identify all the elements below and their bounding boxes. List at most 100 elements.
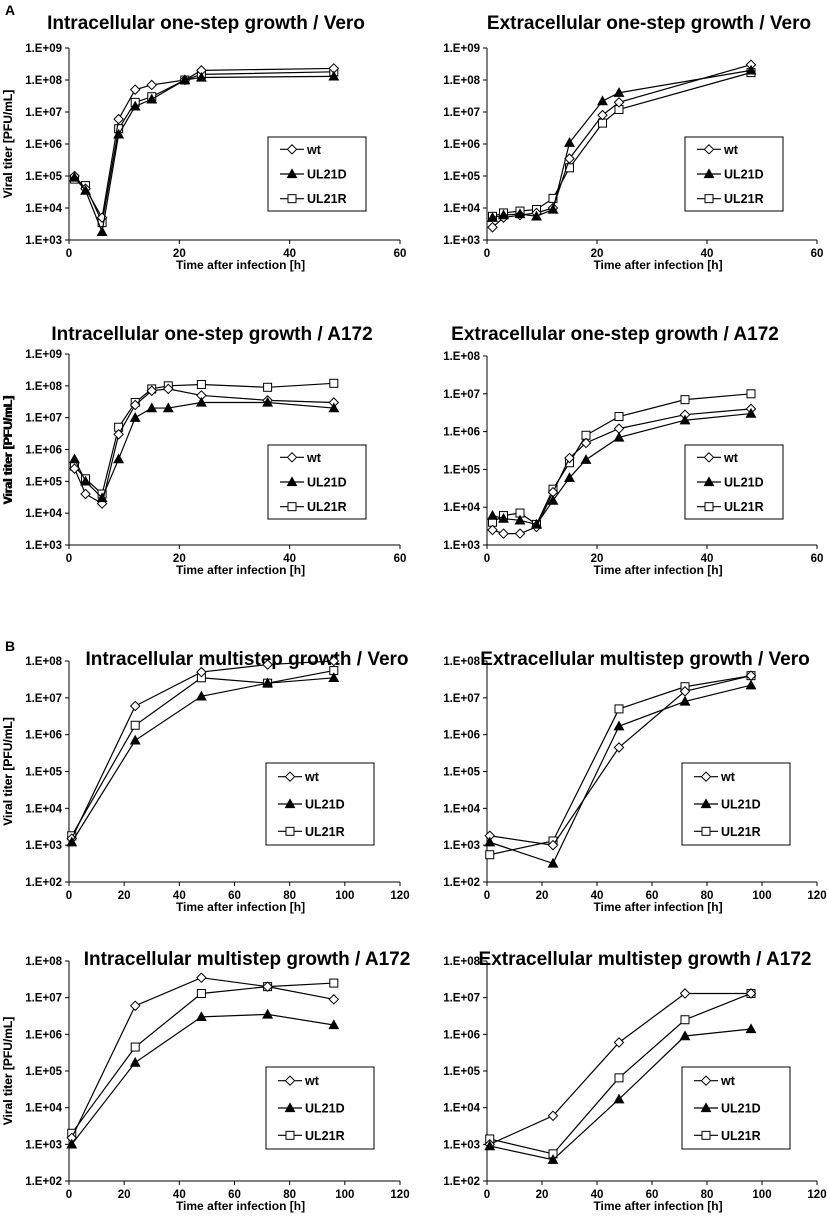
x-tick-label: 40: [701, 248, 714, 260]
y-tick-label: 1.E+07: [25, 413, 62, 425]
x-tick-label: 40: [701, 553, 714, 565]
y-tick-label: 1.E+02: [443, 877, 480, 889]
legend-label: UL21R: [307, 192, 347, 206]
y-tick-label: 1.E+04: [443, 1103, 480, 1115]
legend-marker: [287, 194, 297, 204]
legend: wt UL21D UL21R: [265, 1066, 375, 1150]
data-point: [487, 212, 498, 222]
y-tick-label: 1.E+04: [443, 803, 480, 815]
x-tick-label: 40: [591, 1189, 604, 1201]
y-tick-label: 1.E+06: [443, 139, 480, 151]
legend-marker: [286, 168, 298, 179]
chart-title: Intracellular one-step growth / Vero: [47, 13, 365, 34]
series-ul21d: [69, 70, 340, 237]
data-point: [146, 402, 158, 413]
data-point: [514, 528, 526, 539]
legend-marker: [284, 1102, 296, 1113]
y-tick-label: 1.E+08: [443, 75, 480, 87]
series-line: [73, 401, 334, 500]
legend: wt UL21D UL21R: [267, 136, 367, 212]
legend-label: wt: [723, 143, 739, 157]
panel-label-a: A: [5, 2, 16, 18]
x-tick-label: 40: [173, 890, 186, 902]
legend-label: UL21D: [307, 168, 347, 182]
y-tick-label: 1.E+03: [443, 840, 480, 852]
data-point: [69, 463, 80, 474]
legend: wt UL21D UL21R: [681, 762, 791, 846]
x-tick-label: 20: [591, 248, 604, 260]
chart-title: Extracellular multistep growth / A172: [479, 949, 812, 970]
x-tick-label: 0: [484, 553, 490, 565]
data-point: [613, 1093, 625, 1104]
x-axis-label: Time after infection [h]: [593, 258, 722, 272]
data-point: [680, 395, 690, 405]
legend-label: UL21R: [305, 1129, 345, 1143]
series-line: [492, 412, 752, 526]
data-point: [614, 1073, 624, 1083]
data-point: [614, 704, 624, 714]
y-tick-label: 1.E+05: [443, 1066, 480, 1078]
y-axis-label: Viral titer [PFU/mL]: [1, 395, 15, 503]
data-point: [484, 1140, 496, 1151]
legend-marker: [286, 452, 298, 463]
data-point: [196, 988, 206, 998]
legend-marker: [285, 826, 295, 836]
data-point: [329, 378, 339, 388]
y-tick-label: 1.E+08: [25, 75, 62, 87]
y-tick-label: 1.E+03: [25, 235, 62, 247]
data-point: [262, 677, 274, 688]
y-tick-label: 1.E+08: [443, 956, 480, 968]
data-point: [113, 453, 125, 464]
data-point: [580, 437, 592, 449]
chart-title: Intracellular one-step growth / A172: [51, 324, 372, 345]
x-tick-label: 60: [228, 890, 241, 902]
y-axis-label: Viral titer [PFU/mL]: [1, 90, 15, 198]
y-tick-label: 1.E+07: [443, 107, 480, 119]
x-axis-label: Time after infection [h]: [176, 900, 305, 914]
data-point: [613, 87, 625, 97]
data-point: [485, 850, 495, 860]
y-tick-label: 1.E+09: [443, 43, 480, 55]
data-point: [328, 672, 340, 682]
x-tick-label: 0: [66, 890, 72, 902]
legend-marker: [285, 1130, 295, 1140]
y-axis-label: Viral titer [PFU/mL]: [1, 717, 15, 825]
data-point: [531, 518, 542, 529]
data-point: [262, 1008, 274, 1019]
x-tick-label: 40: [283, 248, 296, 260]
chart-8: Extracellular multistep growth / A1721.E…: [1, 949, 827, 1213]
x-tick-label: 20: [118, 890, 131, 902]
data-point: [564, 452, 575, 464]
y-tick-label: 1.E+03: [443, 1139, 480, 1151]
y-tick-label: 1.E+03: [25, 840, 62, 852]
y-tick-label: 1.E+04: [25, 1103, 62, 1115]
data-point: [514, 208, 526, 219]
series-ul21d: [484, 679, 757, 868]
y-tick-label: 1.E+03: [443, 540, 480, 552]
x-tick-label: 60: [646, 890, 659, 902]
x-tick-label: 80: [283, 1189, 296, 1201]
y-axis-label: Viral titer [PFU/mL]: [1, 1017, 15, 1125]
data-point: [80, 488, 91, 500]
data-point: [679, 1030, 691, 1041]
y-tick-label: 1.E+05: [25, 171, 62, 183]
legend-marker: [701, 1130, 711, 1140]
series-wt: [484, 988, 757, 1150]
data-point: [129, 1000, 141, 1012]
x-tick-label: 60: [228, 1189, 241, 1201]
series-line: [492, 408, 752, 535]
x-tick-label: 0: [484, 1189, 490, 1201]
data-point: [328, 70, 340, 81]
data-point: [614, 412, 624, 422]
data-point: [129, 412, 141, 422]
x-tick-label: 100: [752, 890, 771, 902]
legend-label: UL21R: [721, 825, 761, 839]
legend-marker: [700, 1102, 712, 1113]
series-ul21d: [69, 396, 340, 503]
series-line: [74, 382, 334, 496]
data-point: [547, 203, 559, 214]
legend-marker: [704, 194, 714, 204]
legend-marker: [701, 826, 711, 836]
data-point: [745, 1023, 757, 1034]
x-tick-label: 0: [66, 553, 72, 565]
